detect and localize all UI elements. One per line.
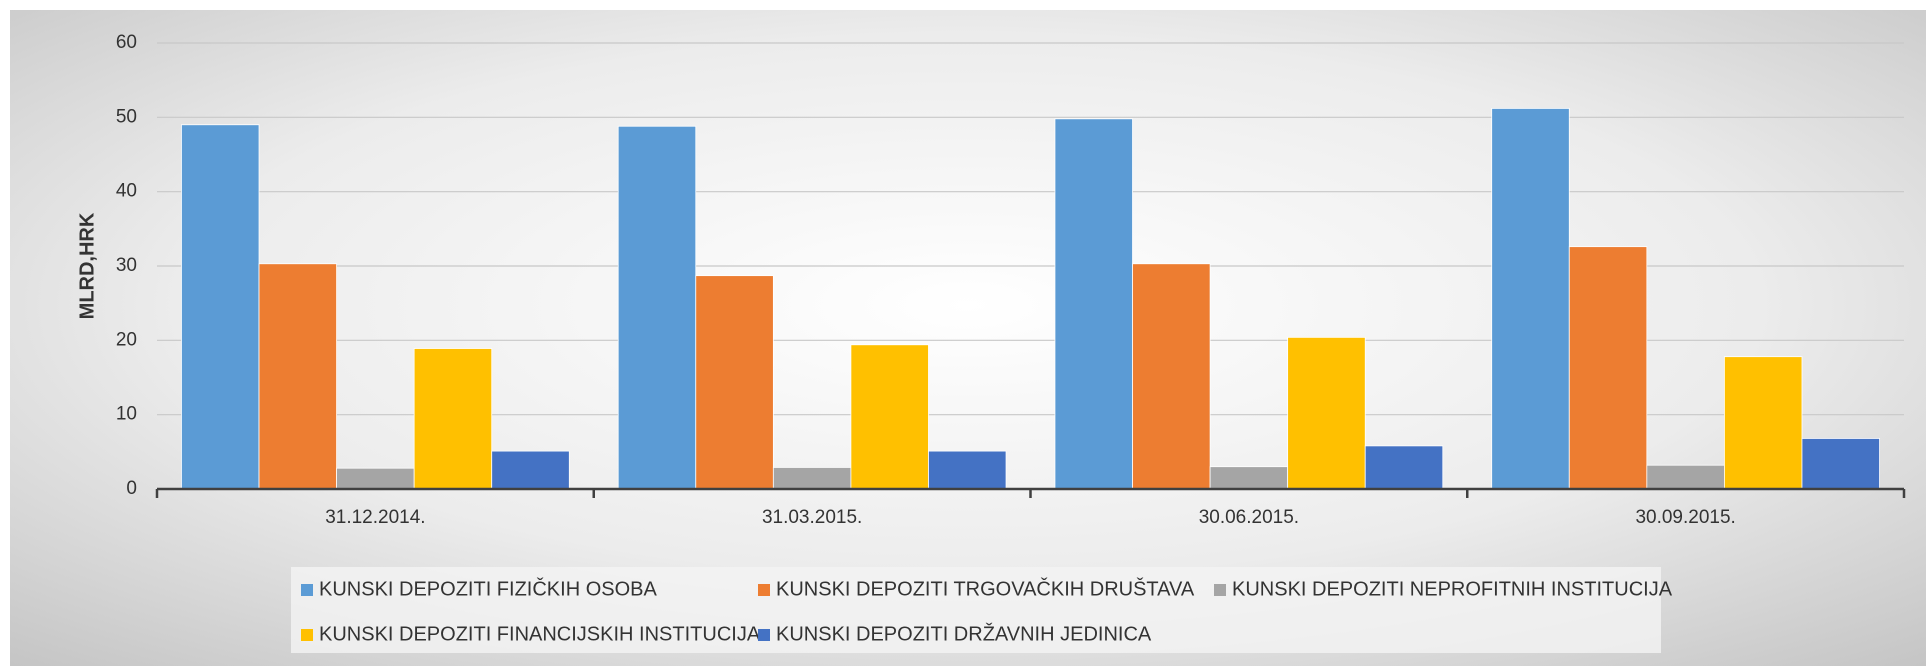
- y-tick-label: 60: [116, 32, 137, 53]
- bar: [1364, 445, 1444, 490]
- bar: [336, 467, 415, 490]
- legend-swatch: [301, 629, 313, 641]
- bar: [928, 450, 1007, 490]
- legend-swatch: [758, 629, 770, 641]
- bar: [695, 275, 774, 490]
- bar: [1724, 356, 1803, 490]
- y-tick-label: 30: [116, 255, 137, 276]
- bar: [1287, 336, 1366, 490]
- bar: [772, 467, 852, 490]
- y-axis-label: MLRD,HRK: [76, 212, 98, 319]
- y-tick-label: 50: [116, 106, 137, 127]
- bar: [1568, 246, 1648, 490]
- legend-label: KUNSKI DEPOZITI FIZIČKIH OSOBA: [319, 577, 657, 600]
- bar: [181, 124, 260, 490]
- bar: [617, 125, 697, 490]
- x-tick-label: 31.03.2015.: [762, 507, 862, 528]
- bar: [1801, 438, 1880, 490]
- legend-label: KUNSKI DEPOZITI NEPROFITNIH INSTITUCIJA: [1232, 578, 1673, 600]
- legend-label: KUNSKI DEPOZITI FINANCIJSKIH INSTITUCIJA: [319, 623, 761, 645]
- legend-swatch: [301, 584, 313, 596]
- legend-box: [291, 567, 1661, 653]
- x-tick-label: 30.06.2015.: [1199, 507, 1299, 528]
- bar: [1209, 466, 1289, 490]
- bar: [850, 344, 929, 490]
- legend-swatch: [758, 584, 770, 596]
- bar: [258, 263, 337, 490]
- y-tick-label: 40: [116, 181, 137, 202]
- legend-swatch: [1214, 584, 1226, 596]
- x-tick-label: 31.12.2014.: [325, 507, 425, 528]
- y-tick-label: 10: [116, 404, 137, 425]
- y-tick-label: 0: [126, 478, 137, 499]
- bar: [1054, 118, 1133, 490]
- bar: [413, 348, 493, 490]
- legend-label: KUNSKI DEPOZITI DRŽAVNIH JEDINICA: [776, 622, 1152, 645]
- bar: [1491, 108, 1570, 490]
- x-tick-label: 30.09.2015.: [1635, 507, 1735, 528]
- bar: [1132, 263, 1211, 490]
- bar: [491, 450, 570, 490]
- legend-label: KUNSKI DEPOZITI TRGOVAČKIH DRUŠTAVA: [776, 577, 1195, 600]
- y-tick-label: 20: [116, 329, 137, 350]
- bar: [1646, 464, 1725, 490]
